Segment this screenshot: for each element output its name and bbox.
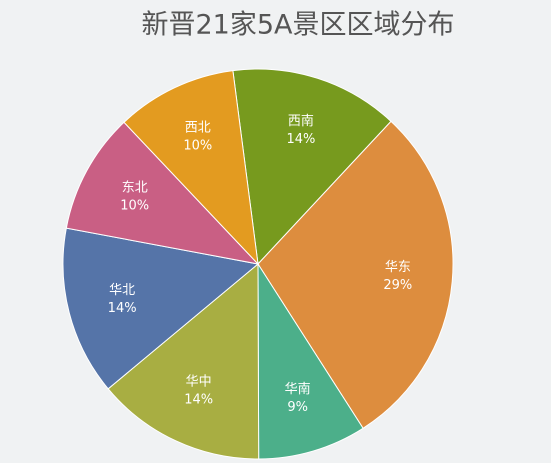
slice-label: 华北 <box>109 283 135 298</box>
slice-label: 西北 <box>185 121 211 136</box>
pie-slice <box>257 262 364 460</box>
slice-value-label: 29% <box>383 278 412 293</box>
slice-value-label: 14% <box>286 132 315 147</box>
pie-slice <box>123 70 259 266</box>
slice-value-label: 10% <box>183 139 212 154</box>
chart-title: 新晋21家5A景区区域分布 <box>141 10 454 41</box>
slice-value-label: 14% <box>108 301 137 316</box>
slice-label: 东北 <box>122 180 148 195</box>
slice-label: 西南 <box>288 113 314 129</box>
pie-slice <box>65 121 260 265</box>
pie-slice <box>62 227 260 390</box>
slice-label: 华东 <box>385 260 411 275</box>
pie-slice <box>257 120 454 429</box>
slice-value-label: 9% <box>287 400 308 415</box>
slice-label: 华南 <box>285 381 311 397</box>
pie-slice <box>107 262 260 460</box>
slice-value-label: 10% <box>120 198 149 213</box>
slice-label: 华中 <box>186 375 212 390</box>
slice-value-label: 14% <box>184 393 213 408</box>
pie-slice <box>232 68 392 266</box>
